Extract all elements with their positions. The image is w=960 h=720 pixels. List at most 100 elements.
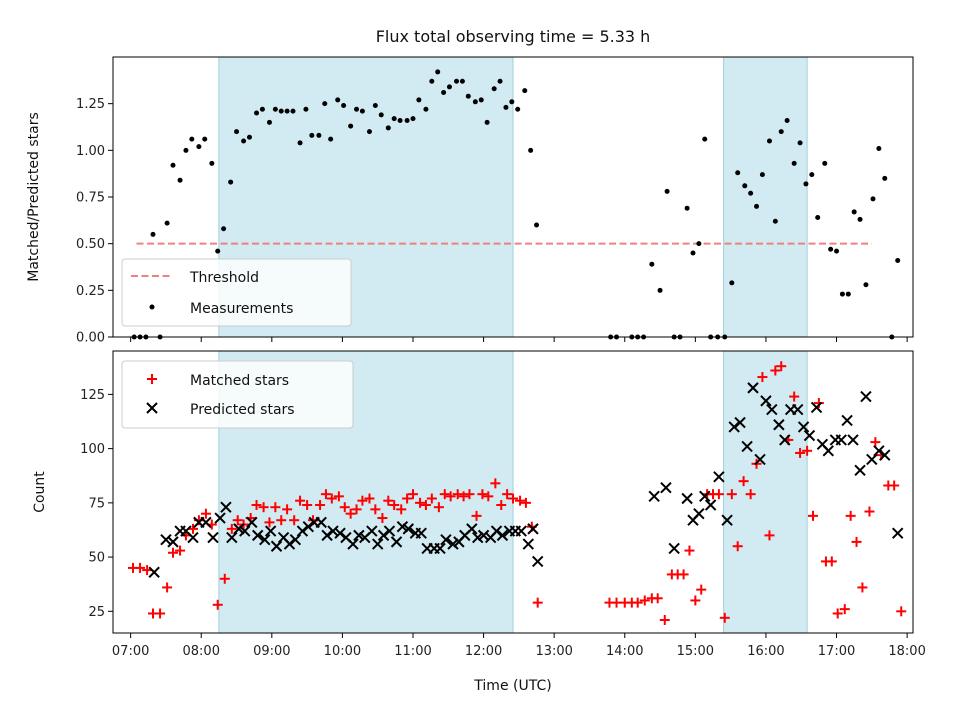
- predicted-star-point: [810, 401, 823, 414]
- matched-star-point: [389, 500, 400, 511]
- cross-stroke: [668, 542, 680, 555]
- matched-star-point: [770, 365, 781, 376]
- cross-stroke: [187, 531, 199, 544]
- measurement-point: [266, 119, 272, 125]
- predicted-star-point: [296, 525, 309, 537]
- cross-stroke: [200, 516, 212, 529]
- measurement-point: [857, 216, 863, 222]
- cross-stroke: [648, 490, 660, 503]
- predicted-star-point: [283, 538, 296, 550]
- matched-star-point: [270, 502, 281, 513]
- matched-star-point: [364, 493, 375, 504]
- cross-stroke: [728, 421, 740, 433]
- legend-matched-marker: [147, 374, 157, 384]
- measurement-point: [385, 125, 391, 131]
- cross-stroke: [289, 534, 302, 546]
- bottom-y-tick-label: 100: [80, 442, 105, 457]
- measurement-point: [328, 136, 334, 142]
- predicted-star-point: [259, 534, 271, 546]
- measurement-point: [696, 241, 702, 247]
- measurement-point: [209, 160, 215, 166]
- cross-stroke: [366, 525, 378, 537]
- cross-stroke: [522, 538, 535, 550]
- matched-star-point: [326, 493, 337, 504]
- predicted-star-point: [220, 501, 232, 513]
- cross-stroke: [496, 529, 509, 542]
- measurement-point: [359, 108, 365, 114]
- cross-stroke: [264, 525, 277, 537]
- predicted-star-point: [531, 555, 544, 568]
- predicted-star-point: [327, 525, 339, 537]
- predicted-star-point: [187, 531, 199, 544]
- measurement-point: [759, 172, 765, 178]
- cross-stroke: [220, 501, 232, 513]
- measurement-point: [484, 119, 490, 125]
- measurement-point: [397, 117, 403, 123]
- measurement-point: [196, 144, 202, 150]
- measurement-point: [834, 248, 840, 254]
- measurement-point: [863, 282, 869, 288]
- measurement-point: [684, 205, 690, 211]
- matched-star-point: [732, 541, 743, 552]
- measurement-point: [803, 181, 809, 187]
- chart-title: Flux total observing time = 5.33 h: [376, 27, 651, 46]
- predicted-star-point: [704, 499, 717, 511]
- predicted-star-point: [747, 382, 759, 394]
- cross-stroke: [146, 402, 158, 414]
- matched-star-point: [490, 478, 501, 489]
- predicted-star-point: [434, 542, 446, 555]
- matched-star-points: [128, 361, 907, 625]
- matched-star-point: [415, 497, 426, 508]
- measurement-point: [164, 220, 170, 226]
- predicted-star-point: [522, 538, 535, 550]
- x-tick-label: 15:00: [677, 644, 714, 659]
- measurement-point: [335, 97, 341, 103]
- cross-stroke: [822, 445, 835, 457]
- measurement-point: [729, 280, 735, 286]
- bottom-legend-box: [121, 360, 354, 429]
- matched-star-point: [333, 491, 344, 502]
- measurement-point: [870, 196, 876, 202]
- predicted-star-point: [693, 507, 705, 520]
- matched-star-point: [477, 489, 488, 500]
- matched-star-point: [433, 502, 444, 513]
- cross-stroke: [226, 531, 238, 544]
- cross-stroke: [660, 481, 672, 494]
- count-panel: 25 50 75 100 125 07:00 08:00 09:00 10:00 11:00 12…: [32, 350, 926, 694]
- predicted-star-point: [699, 490, 711, 503]
- cross-stroke: [527, 523, 539, 535]
- measurement-point: [784, 117, 790, 123]
- bottom-plot-frame: [112, 350, 914, 634]
- measurement-point: [416, 97, 422, 103]
- matched-star-point: [162, 582, 173, 593]
- predicted-star-point: [366, 525, 378, 537]
- predicted-star-point: [334, 527, 346, 539]
- cross-stroke: [371, 538, 384, 550]
- predicted-star-point: [160, 534, 172, 546]
- predicted-star-point: [791, 403, 804, 416]
- cross-stroke: [347, 538, 359, 550]
- measurement-point: [348, 123, 354, 129]
- predicted-star-point: [866, 453, 878, 466]
- measurement-point: [446, 84, 452, 90]
- cross-stroke: [302, 521, 315, 533]
- predicted-star-point: [728, 421, 740, 433]
- cross-stroke: [797, 421, 810, 433]
- predicted-star-points: [148, 382, 904, 578]
- cross-stroke: [466, 523, 478, 535]
- matched-star-point: [383, 495, 394, 506]
- matched-star-point: [212, 599, 223, 610]
- cross-stroke: [214, 512, 226, 524]
- matched-star-point: [508, 493, 518, 504]
- predicted-star-point: [402, 523, 415, 535]
- measurement-point: [754, 203, 760, 209]
- matched-star-point: [757, 372, 768, 383]
- x-tick-label: 12:00: [465, 644, 502, 659]
- measurement-point: [815, 215, 821, 221]
- cross-stroke: [490, 525, 503, 537]
- measurement-point: [839, 291, 845, 297]
- measurement-point: [465, 93, 471, 99]
- matched-star-point: [832, 608, 843, 619]
- top-y-tick-label: 0.25: [76, 284, 105, 299]
- matched-star-point: [295, 495, 306, 506]
